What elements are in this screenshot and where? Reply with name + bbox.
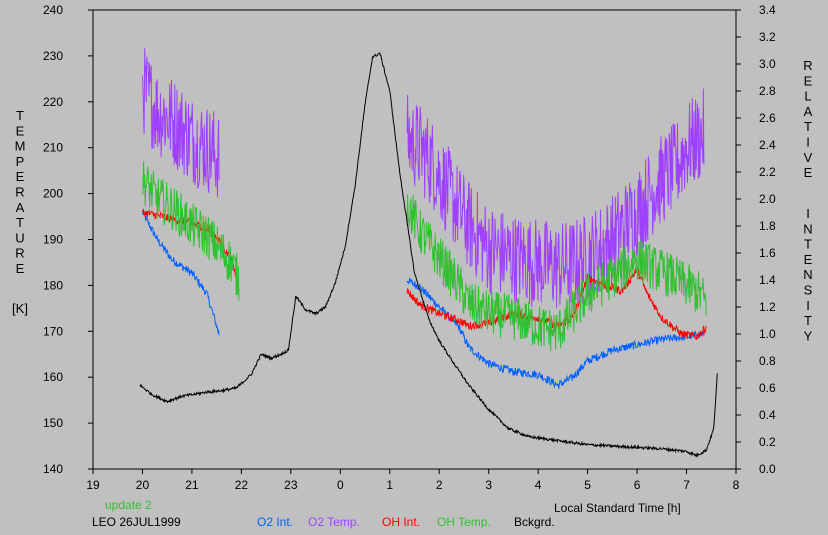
legend-bckgrd: Bckgrd. [514,515,555,529]
right-y-tick-label: 0.2 [759,435,776,449]
update-label: update 2 [105,498,152,512]
x-tick-label: 23 [284,478,298,492]
right-axis-letter: Y [804,328,813,343]
series-line-o2-int [142,211,220,336]
right-axis-letter: V [804,150,813,165]
x-tick-label: 7 [683,478,690,492]
series-line-oh-temp [406,194,707,352]
left-y-tick-label: 210 [43,141,63,155]
x-tick-label: 3 [485,478,492,492]
x-tick-label: 19 [86,478,100,492]
right-y-tick-label: 0.0 [759,462,776,476]
right-axis-letter: T [804,237,812,252]
right-y-tick-label: 1.0 [759,327,776,341]
right-axis-letter: N [803,267,812,282]
left-y-tick-label: 170 [43,324,63,338]
left-axis-unit: [K] [12,301,28,316]
right-y-tick-label: 1.4 [759,273,776,287]
right-y-tick-label: 0.4 [759,408,776,422]
x-tick-label: 0 [337,478,344,492]
left-axis-letter: E [16,261,25,276]
left-y-tick-label: 220 [43,95,63,109]
left-y-tick-label: 140 [43,462,63,476]
right-axis-letter: N [803,221,812,236]
x-tick-label: 5 [584,478,591,492]
right-y-tick-label: 2.2 [759,165,776,179]
right-y-tick-label: 0.6 [759,381,776,395]
x-tick-label: 1 [386,478,393,492]
right-axis-letter: E [804,73,813,88]
right-y-tick-label: 3.2 [759,30,776,44]
right-y-axis: 0.0 0.2 0.4 0.6 0.8 1.0 1.2 1.4 1.6 1.8 2.0 2.2 2.4 2… [736,3,776,476]
x-tick-label: 2 [436,478,443,492]
series-layer [139,48,718,458]
left-axis-letter: E [16,169,25,184]
legend-oh-temp: OH Temp. [437,515,491,529]
right-axis-letter: I [806,298,810,313]
right-y-tick-label: 3.4 [759,3,776,17]
left-axis-letter: M [15,139,26,154]
left-axis-letter: R [15,185,24,200]
series-line-oh-temp [142,161,240,301]
series-line-oh-int [406,266,707,340]
left-axis-letter: A [16,200,25,215]
x-tick-label: 8 [733,478,740,492]
left-axis-letter: U [15,230,24,245]
right-axis-letter: E [804,165,813,180]
right-y-tick-label: 2.4 [759,138,776,152]
left-axis-letter: R [15,246,24,261]
right-axis-letter: L [804,89,811,104]
right-axis-letter: I [806,206,810,221]
right-y-tick-label: 2.0 [759,192,776,206]
series-line-bckgrd [139,52,718,458]
right-axis-letter: E [804,252,813,267]
legend-o2-int: O2 Int. [257,515,294,529]
left-y-tick-label: 160 [43,370,63,384]
right-axis-letter: T [804,313,812,328]
left-axis-letter: E [16,123,25,138]
left-y-tick-label: 200 [43,187,63,201]
x-tick-label: 22 [235,478,249,492]
right-y-tick-label: 2.8 [759,84,776,98]
right-y-tick-label: 1.6 [759,246,776,260]
left-y-axis: 140 150 160 170 180 190 200 210 220 230 240 [43,3,93,476]
left-axis-letter: P [16,154,25,169]
x-tick-label: 6 [634,478,641,492]
legend-o2-temp: O2 Temp. [308,515,360,529]
x-tick-label: 21 [185,478,199,492]
right-y-tick-label: 1.2 [759,300,776,314]
series-line-o2-temp [142,48,220,198]
left-y-tick-label: 180 [43,278,63,292]
series-line-o2-temp [406,88,705,309]
x-axis: 19 20 21 22 23 0 1 2 3 4 5 6 7 8 [86,469,740,492]
left-axis-letter: T [16,215,24,230]
left-y-tick-label: 150 [43,416,63,430]
site-date-label: LEO 26JUL1999 [92,515,181,529]
right-axis-letter: I [806,135,810,150]
right-axis-letter: S [804,283,813,298]
left-y-tick-label: 240 [43,3,63,17]
legend-oh-int: OH Int. [382,515,421,529]
left-y-tick-label: 230 [43,49,63,63]
right-axis-letter: A [804,104,813,119]
left-y-tick-label: 190 [43,233,63,247]
right-y-tick-label: 0.8 [759,354,776,368]
right-axis-letter: R [803,58,812,73]
x-tick-label: 4 [535,478,542,492]
left-axis-letter: T [16,108,24,123]
right-y-tick-label: 1.8 [759,219,776,233]
right-y-tick-label: 3.0 [759,57,776,71]
plot-frame [92,9,737,470]
right-axis-letter: T [804,119,812,134]
x-tick-label: 20 [136,478,150,492]
right-y-tick-label: 2.6 [759,111,776,125]
x-axis-label: Local Standard Time [h] [554,501,681,515]
